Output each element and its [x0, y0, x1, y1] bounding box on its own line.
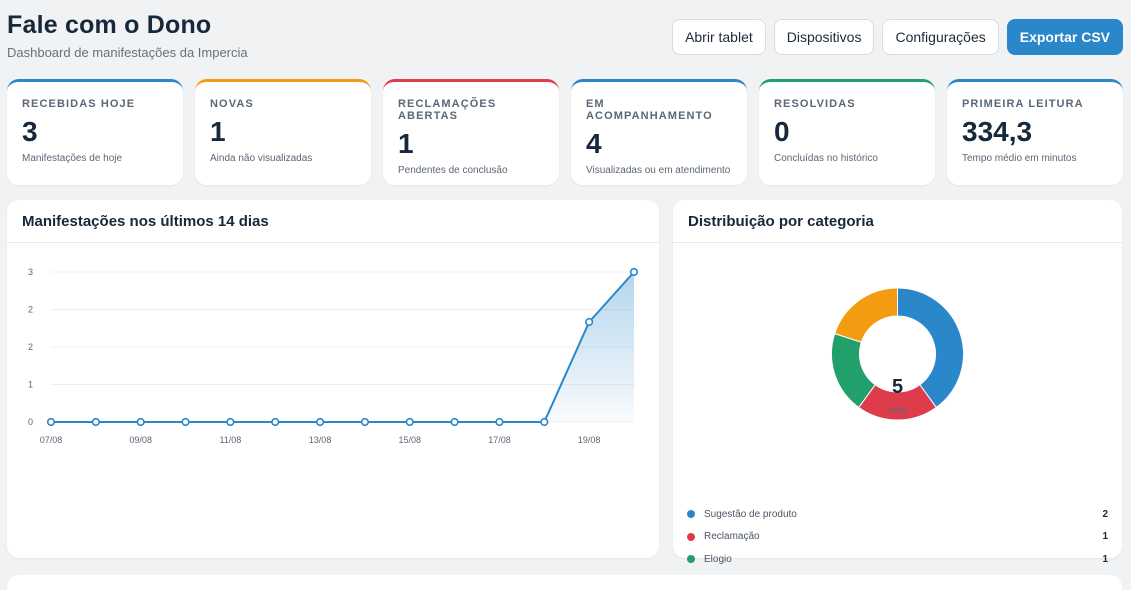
- category-chart-title: Distribuição por categoria: [673, 200, 1122, 243]
- bottom-card: [7, 575, 1122, 590]
- kpi-label: RECLAMAÇÕES ABERTAS: [398, 98, 497, 122]
- data-point[interactable]: [91, 417, 100, 427]
- kpi-description: Visualizadas ou em atendimento: [586, 165, 731, 176]
- kpi-card-resolved: RESOLVIDAS 0 Concluídas no histórico: [759, 79, 935, 185]
- category-chart-card: Distribuição por categoria 5 total Suges…: [673, 200, 1122, 587]
- header-actions: Abrir tablet Dispositivos Configurações …: [672, 19, 1123, 55]
- legend-item: Elogio 1: [687, 548, 1108, 571]
- kpi-value: 3: [22, 116, 38, 147]
- kpi-card-open-complaints: RECLAMAÇÕES ABERTAS 1 Pendentes de concl…: [383, 79, 559, 185]
- data-point[interactable]: [226, 417, 235, 427]
- page-header: Fale com o Dono Dashboard de manifestaçõ…: [7, 10, 1123, 66]
- kpi-card-in-progress: EM ACOMPANHAMENTO 4 Visualizadas ou em a…: [571, 79, 747, 185]
- data-point[interactable]: [271, 417, 280, 427]
- legend-count: 1: [1102, 531, 1108, 543]
- data-point[interactable]: [405, 417, 414, 427]
- kpi-label: PRIMEIRA LEITURA: [962, 98, 1084, 110]
- series-area: [51, 272, 634, 422]
- kpi-label: RECEBIDAS HOJE: [22, 98, 136, 110]
- kpi-description: Pendentes de conclusão: [398, 165, 508, 176]
- kpi-row: RECEBIDAS HOJE 3 Manifestações de hoje N…: [7, 79, 1123, 185]
- x-tick-label: 17/08: [488, 435, 511, 445]
- data-point[interactable]: [585, 317, 594, 327]
- export-csv-button[interactable]: Exportar CSV: [1006, 19, 1123, 55]
- legend-item: Sugestão de produto 2: [687, 503, 1108, 526]
- x-tick-label: 19/08: [578, 435, 601, 445]
- legend-item: Reclamação 1: [687, 526, 1108, 549]
- legend-label: Reclamação: [704, 531, 760, 543]
- donut-total-value: 5: [891, 376, 904, 398]
- data-point[interactable]: [629, 267, 639, 277]
- page-title: Fale com o Dono: [7, 11, 212, 39]
- data-point[interactable]: [495, 417, 504, 427]
- legend-label: Sugestão de produto: [704, 508, 797, 520]
- open-tablet-button[interactable]: Abrir tablet: [672, 19, 766, 55]
- series-line: [51, 271, 635, 423]
- legend-count: 1: [1102, 553, 1108, 565]
- daily-chart-title: Manifestações nos últimos 14 dias: [7, 200, 659, 243]
- devices-button[interactable]: Dispositivos: [773, 19, 875, 55]
- kpi-label: NOVAS: [210, 98, 254, 110]
- x-tick-label: 15/08: [399, 435, 422, 445]
- donut-slice[interactable]: [897, 287, 964, 409]
- y-tick-label: 2: [28, 305, 33, 315]
- data-point[interactable]: [315, 417, 325, 427]
- legend-color-dot: [687, 555, 695, 564]
- x-tick-label: 07/08: [40, 435, 63, 445]
- kpi-description: Manifestações de hoje: [22, 153, 123, 164]
- data-point[interactable]: [360, 417, 370, 427]
- x-tick-label: 09/08: [129, 435, 152, 445]
- legend-label: Elogio: [704, 553, 732, 565]
- data-point[interactable]: [46, 417, 56, 427]
- donut-slice[interactable]: [834, 287, 898, 343]
- data-point[interactable]: [450, 417, 459, 427]
- page-subtitle: Dashboard de manifestações da Impercia: [7, 45, 248, 60]
- kpi-description: Tempo médio em minutos: [962, 153, 1077, 164]
- data-point[interactable]: [540, 417, 549, 427]
- donut-total-label: total: [888, 405, 906, 415]
- kpi-description: Concluídas no histórico: [774, 153, 878, 164]
- line-chart: 0 1 2 2 3 07/08 09/08 11/08 13/08 15/08 17/08 19/08: [28, 267, 639, 445]
- kpi-value: 1: [398, 128, 414, 159]
- settings-button[interactable]: Configurações: [882, 19, 999, 55]
- kpi-value: 1: [210, 116, 226, 147]
- data-point[interactable]: [181, 417, 190, 427]
- y-tick-label: 0: [28, 417, 33, 427]
- kpi-description: Ainda não visualizadas: [210, 153, 313, 164]
- kpi-card-first-read: PRIMEIRA LEITURA 334,3 Tempo médio em mi…: [947, 79, 1123, 185]
- x-tick-label: 13/08: [309, 435, 332, 445]
- kpi-label: RESOLVIDAS: [774, 98, 856, 110]
- kpi-value: 334,3: [962, 116, 1033, 147]
- kpi-card-received-today: RECEBIDAS HOJE 3 Manifestações de hoje: [7, 79, 183, 185]
- y-tick-label: 1: [28, 380, 33, 390]
- donut-chart: [831, 287, 964, 421]
- kpi-value: 4: [586, 128, 602, 159]
- kpi-value: 0: [774, 116, 790, 147]
- legend-color-dot: [687, 510, 695, 519]
- y-tick-label: 3: [28, 267, 33, 277]
- x-tick-label: 11/08: [219, 435, 241, 445]
- data-point[interactable]: [136, 417, 145, 427]
- legend-count: 2: [1102, 508, 1108, 520]
- donut-area: 5 total Sugestão de produto 2 Reclamação 1 E…: [673, 243, 1122, 587]
- y-tick-label: 2: [28, 342, 33, 352]
- kpi-card-new: NOVAS 1 Ainda não visualizadas: [195, 79, 371, 185]
- legend-color-dot: [687, 532, 695, 541]
- kpi-label: EM ACOMPANHAMENTO: [586, 98, 713, 122]
